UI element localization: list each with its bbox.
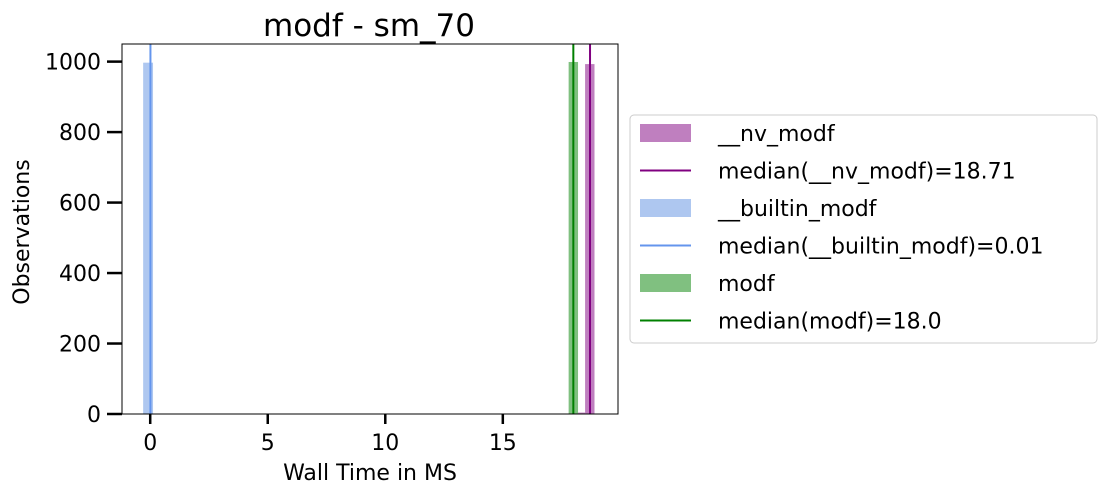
x-axis-label: Wall Time in MS bbox=[283, 461, 457, 486]
legend-entries: __nv_modf median(__nv_modf)=18.71 __builti… bbox=[640, 122, 1043, 335]
y-tick-label: 200 bbox=[59, 333, 101, 358]
legend-label: __nv_modf bbox=[717, 122, 836, 147]
legend-patch-modf bbox=[640, 274, 691, 292]
x-tick-label: 0 bbox=[143, 431, 157, 456]
plot-frame bbox=[121, 43, 619, 415]
x-tick-label: 15 bbox=[489, 431, 517, 456]
y-tick-label: 0 bbox=[87, 403, 101, 428]
legend-label: median(modf)=18.0 bbox=[718, 310, 942, 335]
legend-label: __builtin_modf bbox=[717, 197, 878, 222]
x-tick-label: 5 bbox=[261, 431, 275, 456]
median-lines-layer bbox=[149, 44, 592, 414]
legend-patch-builtinmodf bbox=[640, 199, 691, 217]
y-tick-label: 400 bbox=[59, 262, 101, 287]
y-tick-label: 800 bbox=[59, 121, 101, 146]
bar-builtinmodf-0 bbox=[143, 62, 154, 415]
y-tick-label: 600 bbox=[59, 192, 101, 217]
y-tick-label: 1000 bbox=[45, 51, 101, 76]
legend-label: median(__builtin_modf)=0.01 bbox=[718, 235, 1043, 260]
chart-title: modf - sm_70 bbox=[263, 8, 475, 44]
legend-label: median(__nv_modf)=18.71 bbox=[718, 160, 1016, 185]
legend-patch-nvmodf bbox=[640, 124, 691, 142]
bars-layer bbox=[143, 61, 595, 415]
legend: __nv_modf median(__nv_modf)=18.71 __builti… bbox=[629, 114, 1098, 344]
legend-frame bbox=[629, 114, 1098, 344]
y-axis-label: Observations bbox=[10, 159, 35, 304]
x-tick-label: 10 bbox=[371, 431, 399, 456]
bar-nvmodf-1 bbox=[575, 412, 586, 414]
x-axis-ticks: 0 5 10 15 bbox=[143, 414, 517, 456]
y-axis-ticks: 0 200 400 600 800 1000 bbox=[45, 51, 122, 428]
legend-label: modf bbox=[718, 272, 776, 297]
